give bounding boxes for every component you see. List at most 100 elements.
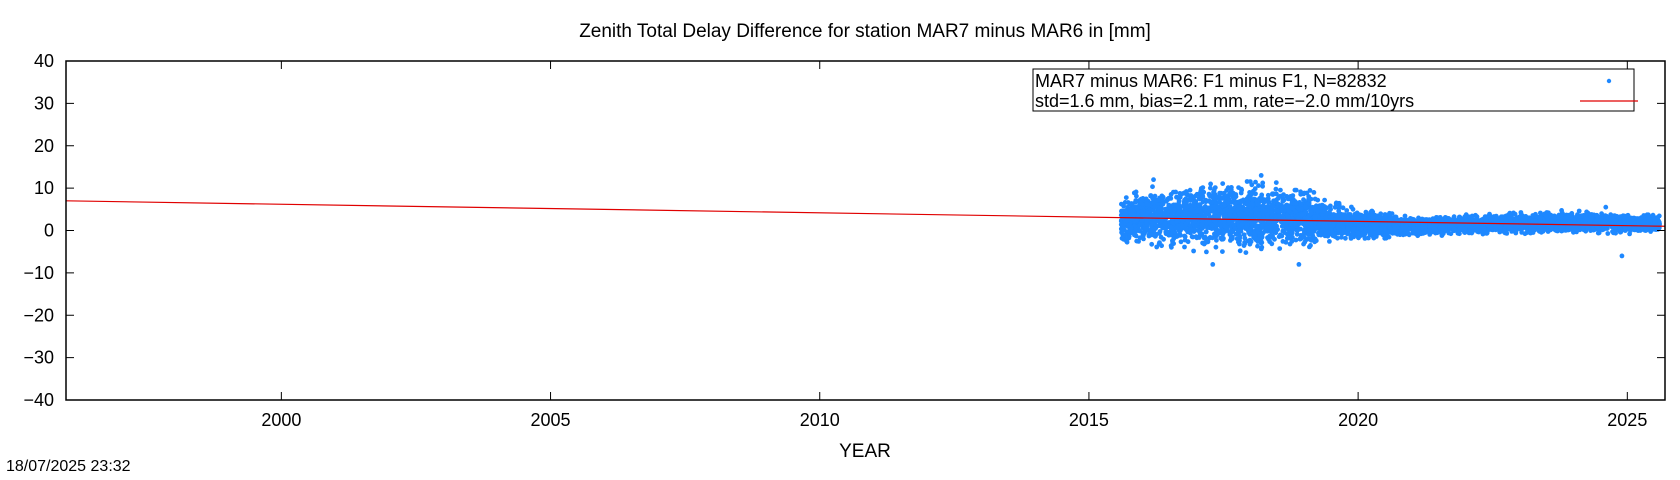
data-point [1293,223,1299,229]
data-point [1268,209,1274,214]
data-point [1172,207,1177,213]
data-point [1378,211,1384,217]
data-point [1208,194,1214,199]
data-point [1270,192,1276,197]
data-point [1135,212,1141,218]
data-point [1305,236,1311,242]
data-point [1301,231,1307,237]
data-point [1368,231,1374,236]
data-point [1456,227,1462,233]
data-point [1314,225,1319,231]
data-point [1178,225,1183,231]
data-point [1259,198,1265,204]
data-point [1599,211,1604,217]
data-point [1259,230,1264,236]
data-point [1344,231,1350,237]
data-point [1650,212,1656,218]
data-point [1221,190,1227,196]
data-point [1301,220,1306,226]
data-point [1191,248,1196,254]
data-point [1613,218,1619,224]
data-point [1549,218,1555,224]
data-point [1293,187,1299,193]
data-point [1244,225,1249,231]
data-point [1537,215,1543,221]
data-point [1154,197,1160,203]
data-point [1532,224,1538,230]
data-point [1278,187,1283,193]
data-point [1173,189,1178,195]
data-point [1144,201,1150,207]
data-point [1204,249,1209,255]
data-point [1126,222,1132,228]
data-point [1208,185,1213,191]
data-point [1538,210,1543,216]
data-point [1158,234,1164,240]
data-point [1149,241,1155,247]
data-point [1245,199,1251,205]
data-point [1267,239,1273,245]
data-point [1137,222,1143,228]
data-point [1160,201,1166,207]
data-point [1252,186,1258,192]
data-point [1174,233,1179,239]
data-point [1141,229,1147,235]
data-point [1298,201,1304,207]
data-point [1232,226,1238,232]
data-point [1176,202,1182,208]
data-point [1253,179,1258,185]
data-point [1308,208,1313,213]
data-point [1122,232,1128,238]
data-point [1133,229,1139,234]
data-point [1255,243,1260,249]
data-point [1260,180,1266,186]
data-point [1328,203,1333,209]
data-point [1201,241,1207,247]
data-point [1134,238,1140,244]
data-point [1340,205,1346,211]
data-point [1622,225,1628,231]
data-point [1393,214,1399,220]
data-point [1469,213,1475,219]
data-point [1322,197,1327,203]
data-point [1220,249,1225,255]
data-point [1213,193,1218,199]
data-point [1188,227,1194,233]
data-point [1504,231,1510,236]
data-point [1221,194,1227,200]
data-point [1265,192,1271,198]
data-point [1550,215,1555,220]
data-point [1255,201,1261,207]
data-point [1276,194,1282,200]
data-point [1595,230,1601,236]
data-point [1156,213,1162,219]
data-point [1203,235,1208,241]
data-point [1204,225,1210,231]
data-point [1133,198,1139,203]
data-point [1253,210,1259,216]
data-point [1258,246,1264,252]
data-point [1123,195,1129,201]
data-point [1277,213,1282,218]
data-point [1174,194,1180,200]
data-point [1389,211,1395,217]
data-point [1170,220,1175,225]
data-point [1543,226,1549,232]
data-point [1311,190,1317,195]
data-point [1293,237,1299,243]
data-point [1168,232,1174,238]
data-point [1260,203,1266,208]
data-point [1196,235,1202,240]
data-point [1422,230,1428,236]
data-point [1349,204,1354,210]
data-point [1284,236,1290,241]
data-point [1312,196,1318,202]
data-point [1602,219,1607,224]
data-point [1651,216,1656,222]
data-point [1281,204,1286,210]
data-point [1119,208,1124,214]
data-point [1566,212,1572,218]
data-point [1617,229,1623,235]
data-point [1272,198,1278,204]
